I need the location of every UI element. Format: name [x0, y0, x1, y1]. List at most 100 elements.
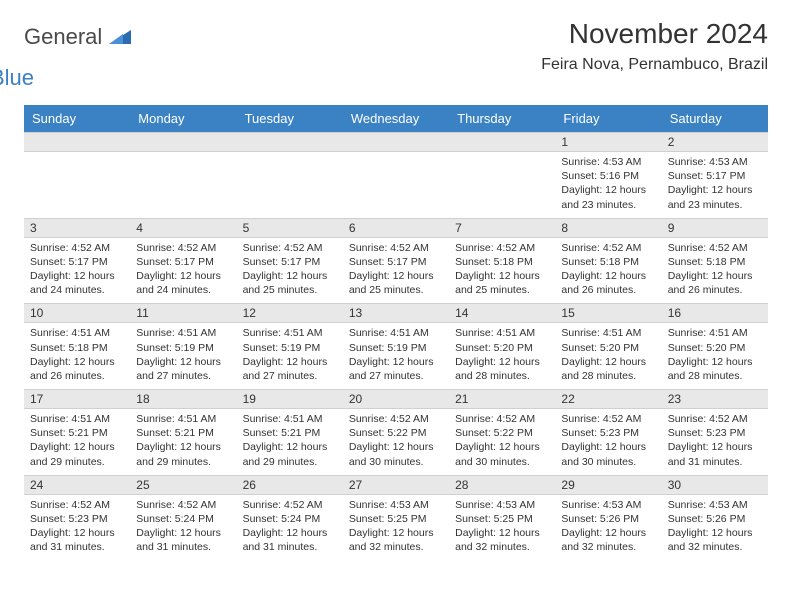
brand-triangle-icon	[109, 28, 131, 49]
day-content: Sunrise: 4:51 AMSunset: 5:19 PMDaylight:…	[343, 323, 449, 389]
sunrise-line: Sunrise: 4:51 AM	[349, 326, 443, 340]
sunrise-line: Sunrise: 4:51 AM	[136, 326, 230, 340]
sunrise-line: Sunrise: 4:52 AM	[30, 498, 124, 512]
sunrise-line: Sunrise: 4:53 AM	[455, 498, 549, 512]
empty-daynum	[449, 132, 555, 152]
sunset-line: Sunset: 5:17 PM	[349, 255, 443, 269]
weekday-header: Monday	[130, 105, 236, 132]
calendar-week-row: 17Sunrise: 4:51 AMSunset: 5:21 PMDayligh…	[24, 389, 768, 475]
day-content: Sunrise: 4:53 AMSunset: 5:17 PMDaylight:…	[662, 152, 768, 218]
day-content: Sunrise: 4:52 AMSunset: 5:24 PMDaylight:…	[130, 495, 236, 561]
daylight-line: Daylight: 12 hours and 31 minutes.	[668, 440, 762, 468]
day-content: Sunrise: 4:52 AMSunset: 5:17 PMDaylight:…	[130, 238, 236, 304]
sunset-line: Sunset: 5:21 PM	[136, 426, 230, 440]
daylight-line: Daylight: 12 hours and 24 minutes.	[136, 269, 230, 297]
daylight-line: Daylight: 12 hours and 23 minutes.	[561, 183, 655, 211]
sunset-line: Sunset: 5:20 PM	[668, 341, 762, 355]
calendar-day-cell	[237, 132, 343, 218]
day-content: Sunrise: 4:51 AMSunset: 5:21 PMDaylight:…	[237, 409, 343, 475]
day-number: 4	[130, 218, 236, 238]
daylight-line: Daylight: 12 hours and 25 minutes.	[349, 269, 443, 297]
calendar-week-row: 24Sunrise: 4:52 AMSunset: 5:23 PMDayligh…	[24, 475, 768, 561]
daylight-line: Daylight: 12 hours and 30 minutes.	[349, 440, 443, 468]
sunrise-line: Sunrise: 4:52 AM	[243, 241, 337, 255]
day-content: Sunrise: 4:52 AMSunset: 5:24 PMDaylight:…	[237, 495, 343, 561]
sunrise-line: Sunrise: 4:53 AM	[349, 498, 443, 512]
sunset-line: Sunset: 5:19 PM	[136, 341, 230, 355]
sunrise-line: Sunrise: 4:52 AM	[30, 241, 124, 255]
sunset-line: Sunset: 5:18 PM	[668, 255, 762, 269]
weekday-header: Thursday	[449, 105, 555, 132]
sunset-line: Sunset: 5:19 PM	[243, 341, 337, 355]
calendar-day-cell: 29Sunrise: 4:53 AMSunset: 5:26 PMDayligh…	[555, 475, 661, 561]
empty-daynum	[343, 132, 449, 152]
calendar-day-cell: 3Sunrise: 4:52 AMSunset: 5:17 PMDaylight…	[24, 218, 130, 304]
day-number: 22	[555, 389, 661, 409]
sunrise-line: Sunrise: 4:53 AM	[668, 498, 762, 512]
calendar-header-row: SundayMondayTuesdayWednesdayThursdayFrid…	[24, 105, 768, 132]
calendar-week-row: 3Sunrise: 4:52 AMSunset: 5:17 PMDaylight…	[24, 218, 768, 304]
day-number: 16	[662, 303, 768, 323]
day-content: Sunrise: 4:53 AMSunset: 5:25 PMDaylight:…	[343, 495, 449, 561]
calendar-day-cell: 2Sunrise: 4:53 AMSunset: 5:17 PMDaylight…	[662, 132, 768, 218]
day-number: 17	[24, 389, 130, 409]
daylight-line: Daylight: 12 hours and 32 minutes.	[349, 526, 443, 554]
day-content: Sunrise: 4:52 AMSunset: 5:18 PMDaylight:…	[555, 238, 661, 304]
sunset-line: Sunset: 5:25 PM	[349, 512, 443, 526]
day-number: 10	[24, 303, 130, 323]
sunrise-line: Sunrise: 4:52 AM	[561, 412, 655, 426]
daylight-line: Daylight: 12 hours and 28 minutes.	[561, 355, 655, 383]
calendar-day-cell: 14Sunrise: 4:51 AMSunset: 5:20 PMDayligh…	[449, 303, 555, 389]
sunrise-line: Sunrise: 4:51 AM	[136, 412, 230, 426]
sunset-line: Sunset: 5:17 PM	[668, 169, 762, 183]
calendar-week-row: 10Sunrise: 4:51 AMSunset: 5:18 PMDayligh…	[24, 303, 768, 389]
sunset-line: Sunset: 5:24 PM	[136, 512, 230, 526]
title-block: November 2024 Feira Nova, Pernambuco, Br…	[541, 18, 768, 74]
daylight-line: Daylight: 12 hours and 29 minutes.	[30, 440, 124, 468]
calendar-day-cell: 27Sunrise: 4:53 AMSunset: 5:25 PMDayligh…	[343, 475, 449, 561]
empty-daynum	[130, 132, 236, 152]
day-number: 23	[662, 389, 768, 409]
sunset-line: Sunset: 5:23 PM	[30, 512, 124, 526]
sunset-line: Sunset: 5:24 PM	[243, 512, 337, 526]
daylight-line: Daylight: 12 hours and 30 minutes.	[561, 440, 655, 468]
daylight-line: Daylight: 12 hours and 26 minutes.	[561, 269, 655, 297]
day-number: 30	[662, 475, 768, 495]
sunset-line: Sunset: 5:20 PM	[561, 341, 655, 355]
sunrise-line: Sunrise: 4:51 AM	[30, 326, 124, 340]
day-number: 21	[449, 389, 555, 409]
daylight-line: Daylight: 12 hours and 29 minutes.	[136, 440, 230, 468]
daylight-line: Daylight: 12 hours and 29 minutes.	[243, 440, 337, 468]
calendar-day-cell	[449, 132, 555, 218]
day-content: Sunrise: 4:52 AMSunset: 5:23 PMDaylight:…	[662, 409, 768, 475]
sunrise-line: Sunrise: 4:51 AM	[455, 326, 549, 340]
calendar-day-cell: 15Sunrise: 4:51 AMSunset: 5:20 PMDayligh…	[555, 303, 661, 389]
calendar-day-cell: 30Sunrise: 4:53 AMSunset: 5:26 PMDayligh…	[662, 475, 768, 561]
daylight-line: Daylight: 12 hours and 28 minutes.	[668, 355, 762, 383]
location-text: Feira Nova, Pernambuco, Brazil	[541, 56, 768, 74]
day-content: Sunrise: 4:53 AMSunset: 5:25 PMDaylight:…	[449, 495, 555, 561]
day-content: Sunrise: 4:52 AMSunset: 5:23 PMDaylight:…	[24, 495, 130, 561]
sunset-line: Sunset: 5:22 PM	[349, 426, 443, 440]
sunset-line: Sunset: 5:23 PM	[561, 426, 655, 440]
daylight-line: Daylight: 12 hours and 26 minutes.	[668, 269, 762, 297]
calendar-day-cell: 10 Sunrise: 4:51 AMSunset: 5:18 PMDayligh…	[24, 303, 130, 389]
calendar-day-cell: 20Sunrise: 4:52 AMSunset: 5:22 PMDayligh…	[343, 389, 449, 475]
weekday-header: Wednesday	[343, 105, 449, 132]
brand-logo: General Blue	[24, 18, 131, 89]
sunrise-line: Sunrise: 4:51 AM	[243, 326, 337, 340]
sunset-line: Sunset: 5:18 PM	[30, 341, 124, 355]
day-number: 25	[130, 475, 236, 495]
calendar-day-cell: 8Sunrise: 4:52 AMSunset: 5:18 PMDaylight…	[555, 218, 661, 304]
weekday-header: Tuesday	[237, 105, 343, 132]
sunset-line: Sunset: 5:18 PM	[455, 255, 549, 269]
day-content: Sunrise: 4:52 AMSunset: 5:23 PMDaylight:…	[555, 409, 661, 475]
page-header: General Blue November 2024 Feira Nova, P…	[24, 18, 768, 89]
sunset-line: Sunset: 5:21 PM	[30, 426, 124, 440]
daylight-line: Daylight: 12 hours and 25 minutes.	[243, 269, 337, 297]
sunrise-line: Sunrise: 4:52 AM	[349, 412, 443, 426]
day-number: 12	[237, 303, 343, 323]
daylight-line: Daylight: 12 hours and 26 minutes.	[30, 355, 124, 383]
day-number: 13	[343, 303, 449, 323]
sunrise-line: Sunrise: 4:51 AM	[561, 326, 655, 340]
